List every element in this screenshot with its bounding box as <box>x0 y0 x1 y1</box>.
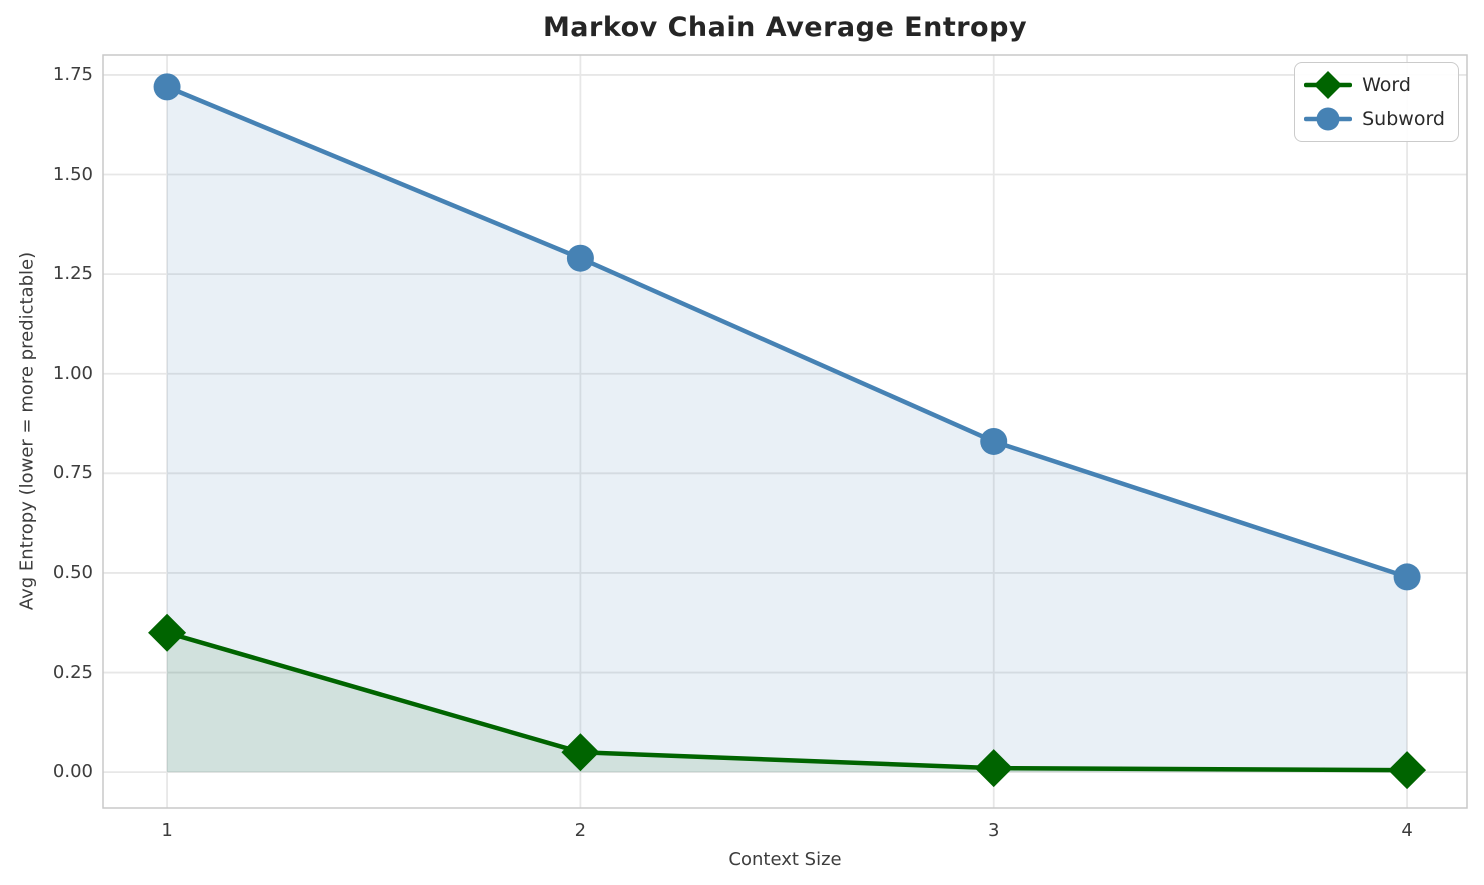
x-tick-label: 3 <box>987 820 1000 841</box>
plot-background <box>103 55 1467 808</box>
data-point-marker-subword <box>980 427 1008 455</box>
legend-entry-subword: Subword <box>1304 104 1445 134</box>
data-point-marker-word <box>974 749 1013 788</box>
x-tick-label: 2 <box>574 820 587 841</box>
legend-label: Subword <box>1362 108 1445 130</box>
y-tick-label: 0.25 <box>52 661 93 683</box>
legend-label: Word <box>1362 74 1411 96</box>
series-area-word <box>167 632 1408 773</box>
series-line-word <box>164 630 1410 773</box>
y-axis-label: Avg Entropy (lower = more predictable) <box>16 251 38 611</box>
data-point-marker-subword <box>153 73 181 101</box>
plot-border <box>102 54 1468 809</box>
y-tick-label: 1.50 <box>52 163 93 185</box>
data-point-marker-word <box>148 613 187 652</box>
y-tick-label: 0.50 <box>52 561 93 583</box>
y-tick-label: 1.75 <box>52 63 93 85</box>
y-tick-label: 1.25 <box>52 263 93 285</box>
x-tick-label: 1 <box>161 820 173 841</box>
y-tick-label: 0.75 <box>52 462 93 484</box>
y-tick-label: 1.00 <box>52 362 93 384</box>
series-line-subword <box>164 84 1410 580</box>
data-point-marker-subword <box>566 244 594 272</box>
legend: Word Subword <box>1294 62 1459 142</box>
series-area-subword <box>167 86 1408 773</box>
data-point-marker-word <box>1388 751 1427 790</box>
x-axis-label: Context Size <box>728 849 842 870</box>
legend-entry-word: Word <box>1304 70 1445 100</box>
y-tick-label: 0.00 <box>52 761 93 783</box>
data-point-marker-word <box>561 733 600 772</box>
chart-title: Markov Chain Average Entropy <box>542 12 1028 43</box>
data-point-marker-subword <box>1393 563 1421 591</box>
circle-marker-icon <box>1304 107 1353 131</box>
x-tick-label: 4 <box>1401 820 1413 841</box>
diamond-marker-icon <box>1304 71 1353 99</box>
